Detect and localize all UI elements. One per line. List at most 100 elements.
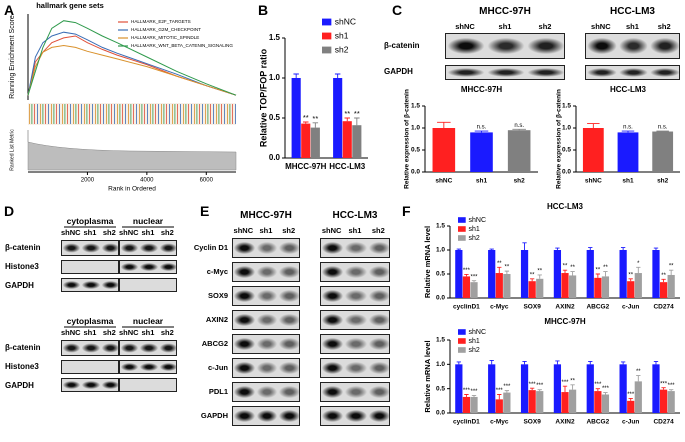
blot-band: [233, 263, 256, 281]
error-bar: [334, 73, 341, 78]
error-bar: [489, 359, 494, 365]
bar: [586, 250, 594, 298]
significance-label: ***: [463, 268, 471, 274]
error-bar: [595, 388, 601, 392]
error-bar: [562, 269, 568, 274]
blot-band: [255, 383, 279, 401]
ranked-metric-area: [27, 130, 237, 171]
blot-band: [321, 239, 345, 257]
bar: [568, 275, 577, 298]
x-tick-label: sh1: [622, 178, 634, 185]
row-label: GAPDH: [384, 67, 413, 76]
bar: [652, 250, 660, 298]
blot-band: [255, 359, 279, 377]
blot-box: [320, 310, 390, 330]
legend-label: HALLMARK_G2M_CHECKPOINT: [131, 27, 201, 32]
x-tick-label: 2000: [81, 178, 95, 184]
row-label: Cyclin D1: [193, 243, 228, 252]
blot-box: [119, 360, 177, 374]
blot-band: [233, 335, 256, 353]
x-tick-label: AXIN2: [555, 419, 575, 426]
blot-band: [120, 261, 140, 273]
error-bar: [588, 360, 593, 365]
significance-label: n.s.: [514, 123, 524, 129]
x-tick-label: SOX9: [523, 304, 541, 311]
bar: [568, 389, 577, 413]
blot-band: [367, 239, 389, 257]
significance-label: **: [661, 273, 666, 279]
y-tick-label: 0.5: [436, 385, 445, 392]
blot-box: [61, 378, 119, 392]
bar: [627, 281, 635, 298]
blot-band: [321, 407, 345, 425]
legend-label: shNC: [469, 329, 487, 336]
blot-band: [649, 66, 679, 79]
y-tick-label: 1.5: [436, 223, 445, 230]
error-bar: [474, 130, 489, 133]
bar: [310, 127, 320, 158]
blot-band: [278, 287, 299, 305]
error-bar: [621, 130, 635, 133]
row-label: GAPDH: [200, 411, 228, 420]
error-bar: [464, 274, 469, 277]
cell-line-header: HCC-LM3: [610, 6, 655, 17]
significance-label: **: [628, 272, 633, 278]
bar: [659, 282, 668, 298]
significance-label: ***: [660, 381, 668, 387]
blot-band: [321, 287, 345, 305]
blot-band: [62, 279, 82, 291]
bar: [634, 273, 642, 298]
blot-box: [232, 406, 300, 426]
y-axis-label: Relative TOP/FOP ratio: [258, 48, 268, 147]
significance-label: *: [637, 261, 640, 267]
blot-band: [62, 379, 82, 391]
x-tick-label: ABCG2: [586, 419, 609, 426]
y-axis-label: Relative expression of β-catenin: [404, 89, 411, 189]
metric-label: Ranked List Metric: [9, 129, 15, 171]
chart-title: MHCC-97H: [544, 317, 586, 326]
error-bar: [497, 266, 502, 274]
y-tick-label: 0.0: [436, 295, 445, 302]
fraction-header: cytoplasma: [66, 216, 114, 226]
blot-band: [344, 263, 368, 281]
blot-band: [233, 359, 256, 377]
blot-band: [367, 287, 389, 305]
significance-label: ***: [668, 383, 676, 389]
lane-label: sh1: [83, 228, 97, 237]
x-tick-label: AXIN2: [555, 304, 575, 311]
row-label: AXIN2: [205, 315, 228, 324]
blot-box: [232, 238, 300, 258]
enrichment-line: [27, 20, 237, 96]
bar: [470, 132, 493, 172]
y-tick-label: 0.5: [562, 147, 571, 154]
bar: [627, 400, 635, 413]
y-axis-label: Relative expression of β-catenin: [556, 89, 563, 189]
bar: [652, 364, 660, 413]
significance-label: ***: [594, 382, 602, 388]
x-tick-label: c-Myc: [490, 419, 509, 426]
significance-label: ***: [496, 388, 504, 394]
blot-band: [617, 34, 650, 58]
legend-label: sh1: [335, 30, 349, 40]
significance-label: ***: [627, 392, 635, 398]
bar: [520, 250, 529, 298]
lane-label: sh2: [371, 226, 385, 235]
lane-label: sh2: [538, 22, 552, 31]
significance-label: ***: [471, 389, 479, 395]
significance-label: ***: [561, 380, 569, 386]
chart-title: HCC-LM3: [610, 85, 647, 94]
bar: [619, 364, 627, 413]
error-bar: [456, 248, 462, 250]
error-bar: [603, 392, 608, 395]
blot-band: [649, 34, 679, 58]
bar: [507, 130, 531, 172]
panel-letter: F: [402, 203, 411, 219]
bar: [495, 273, 503, 298]
blot-band: [526, 66, 564, 79]
row-label: Histone3: [5, 362, 39, 371]
significance-label: **: [570, 378, 575, 384]
cell-line-header: HCC-LM3: [332, 210, 378, 221]
significance-label: **: [530, 272, 535, 278]
